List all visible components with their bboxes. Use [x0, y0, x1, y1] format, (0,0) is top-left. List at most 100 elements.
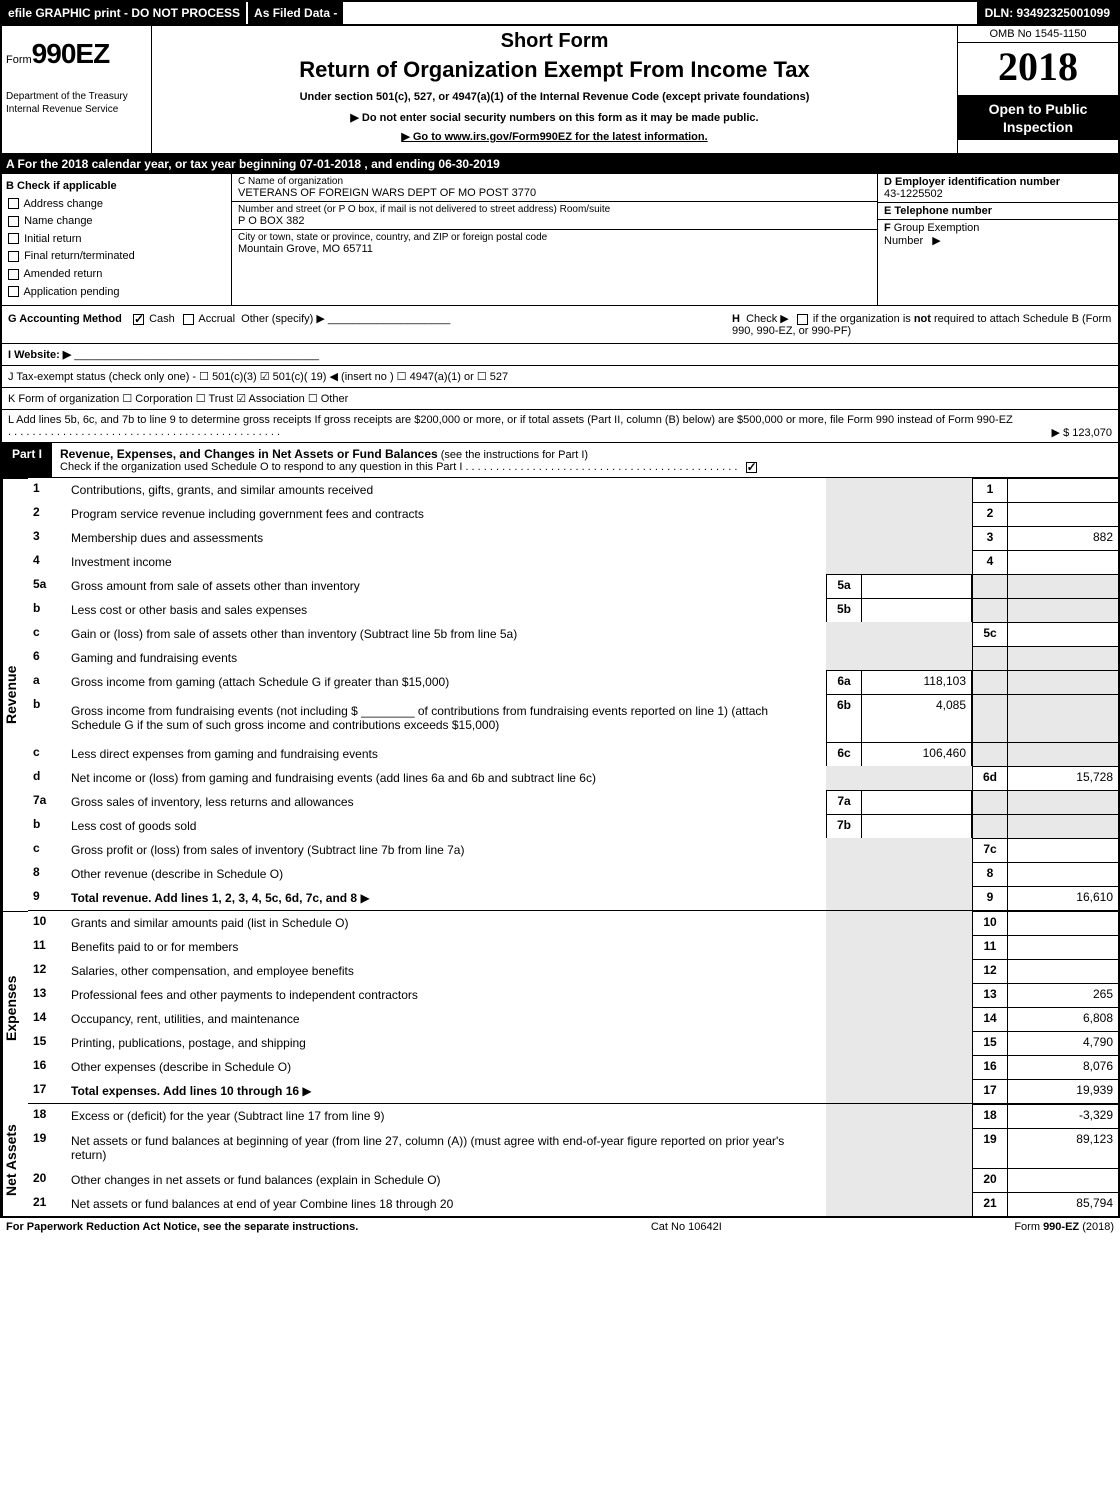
as-filed-label: As Filed Data - — [246, 2, 343, 24]
line-17: 17 Total expenses. Add lines 10 through … — [28, 1079, 1118, 1103]
line-5b: b Less cost or other basis and sales exp… — [28, 598, 1118, 622]
chk-name-change[interactable] — [8, 216, 19, 227]
line-6d-value: 15,728 — [1008, 766, 1118, 790]
dept-line1: Department of the Treasury — [6, 90, 147, 103]
line-5c: c Gain or (loss) from sale of assets oth… — [28, 622, 1118, 646]
chk-initial-return[interactable] — [8, 233, 19, 244]
dept-line2: Internal Revenue Service — [6, 103, 147, 116]
line-6c: c Less direct expenses from gaming and f… — [28, 742, 1118, 766]
phone-label: E Telephone number — [884, 205, 992, 217]
return-title: Return of Organization Exempt From Incom… — [164, 57, 945, 83]
line-13: 13 Professional fees and other payments … — [28, 983, 1118, 1007]
form-number: 990EZ — [32, 38, 110, 69]
org-street: P O BOX 382 — [238, 215, 871, 227]
under-section-text: Under section 501(c), 527, or 4947(a)(1)… — [164, 91, 945, 103]
row-j-tax-exempt: J Tax-exempt status (check only one) - ☐… — [2, 366, 1118, 388]
line-8-value — [1008, 862, 1118, 886]
line-7c: c Gross profit or (loss) from sales of i… — [28, 838, 1118, 862]
netassets-section: Net Assets 18 Excess or (deficit) for th… — [2, 1104, 1118, 1216]
h-schedule-b-check: H Check ▶ if the organization is not req… — [732, 312, 1112, 337]
chk-accrual[interactable] — [183, 314, 194, 325]
line-15: 15 Printing, publications, postage, and … — [28, 1031, 1118, 1055]
line-20: 20 Other changes in net assets or fund b… — [28, 1168, 1118, 1192]
part-1-title: Revenue, Expenses, and Changes in Net As… — [52, 443, 1118, 477]
line-8: 8 Other revenue (describe in Schedule O)… — [28, 862, 1118, 886]
line-5a: 5a Gross amount from sale of assets othe… — [28, 574, 1118, 598]
line-1-value — [1008, 478, 1118, 502]
chk-application-pending[interactable] — [8, 286, 19, 297]
chk-final-return[interactable] — [8, 251, 19, 262]
line-7b-value — [862, 814, 972, 838]
entity-info-grid: B Check if applicable Address change Nam… — [2, 174, 1118, 306]
accounting-method: G Accounting Method Cash Accrual Other (… — [8, 312, 732, 337]
line-13-value: 265 — [1008, 983, 1118, 1007]
line-7a: 7a Gross sales of inventory, less return… — [28, 790, 1118, 814]
catalog-number: Cat No 10642I — [358, 1221, 1014, 1233]
line-6b: b Gross income from fundraising events (… — [28, 694, 1118, 742]
group-exemption-label: F Group ExemptionNumber ▶ — [884, 222, 1112, 247]
line-5b-value — [862, 598, 972, 622]
line-14-value: 6,808 — [1008, 1007, 1118, 1031]
gross-receipts-amount: ▶ $ 123,070 — [1052, 426, 1112, 439]
title-cell: Short Form Return of Organization Exempt… — [152, 26, 958, 153]
line-2: 2 Program service revenue including gove… — [28, 502, 1118, 526]
line-3-value: 882 — [1008, 526, 1118, 550]
line-21: 21 Net assets or fund balances at end of… — [28, 1192, 1118, 1216]
open-to-public: Open to Public Inspection — [958, 96, 1118, 140]
row-k-org-form: K Form of organization ☐ Corporation ☐ T… — [2, 388, 1118, 410]
line-6c-value: 106,460 — [862, 742, 972, 766]
section-def: D Employer identification number 43-1225… — [878, 174, 1118, 305]
revenue-side-label: Revenue — [2, 478, 28, 911]
row-a-taxyear: A For the 2018 calendar year, or tax yea… — [2, 155, 1118, 174]
ein-label: D Employer identification number — [884, 176, 1060, 188]
expenses-side-label: Expenses — [2, 911, 28, 1104]
line-6b-value: 4,085 — [862, 694, 972, 742]
line-19: 19 Net assets or fund balances at beginn… — [28, 1128, 1118, 1168]
line-14: 14 Occupancy, rent, utilities, and maint… — [28, 1007, 1118, 1031]
top-bar: efile GRAPHIC print - DO NOT PROCESS As … — [2, 2, 1118, 26]
line-21-value: 85,794 — [1008, 1192, 1118, 1216]
org-name: VETERANS OF FOREIGN WARS DEPT OF MO POST… — [238, 187, 871, 199]
form-header: Form990EZ Department of the Treasury Int… — [2, 26, 1118, 155]
form-edition: Form 990-EZ (2018) — [1014, 1221, 1114, 1233]
form-number-cell: Form990EZ Department of the Treasury Int… — [2, 26, 152, 153]
paperwork-notice: For Paperwork Reduction Act Notice, see … — [6, 1221, 358, 1233]
org-city: Mountain Grove, MO 65711 — [238, 243, 871, 255]
c-city-label: City or town, state or province, country… — [238, 232, 871, 243]
line-12: 12 Salaries, other compensation, and emp… — [28, 959, 1118, 983]
goto-link[interactable]: ▶ Go to www.irs.gov/Form990EZ for the la… — [164, 130, 945, 143]
line-2-value — [1008, 502, 1118, 526]
ein-value: 43-1225502 — [884, 188, 1112, 200]
line-9: 9 Total revenue. Add lines 1, 2, 3, 4, 5… — [28, 886, 1118, 910]
line-3: 3 Membership dues and assessments 3 882 — [28, 526, 1118, 550]
tax-year: 2018 — [958, 43, 1118, 96]
line-7b: b Less cost of goods sold 7b — [28, 814, 1118, 838]
part-1-header: Part I Revenue, Expenses, and Changes in… — [2, 443, 1118, 478]
line-6: 6 Gaming and fundraising events — [28, 646, 1118, 670]
revenue-section: Revenue 1 Contributions, gifts, grants, … — [2, 478, 1118, 911]
chk-schedule-b[interactable] — [797, 314, 808, 325]
row-g-h: G Accounting Method Cash Accrual Other (… — [2, 306, 1118, 344]
chk-schedule-o-part1[interactable] — [746, 462, 757, 473]
line-4: 4 Investment income 4 — [28, 550, 1118, 574]
row-l-gross-receipts: L Add lines 5b, 6c, and 7b to line 9 to … — [2, 410, 1118, 443]
chk-address-change[interactable] — [8, 198, 19, 209]
line-9-value: 16,610 — [1008, 886, 1118, 910]
chk-amended-return[interactable] — [8, 269, 19, 280]
line-12-value — [1008, 959, 1118, 983]
no-ssn-warning: ▶ Do not enter social security numbers o… — [164, 111, 945, 124]
line-7c-value — [1008, 838, 1118, 862]
line-18-value: -3,329 — [1008, 1104, 1118, 1128]
section-c-nameaddr: C Name of organization VETERANS OF FOREI… — [232, 174, 878, 305]
c-name-label: C Name of organization — [238, 176, 871, 187]
line-11-value — [1008, 935, 1118, 959]
b-title: B Check if applicable — [6, 180, 117, 192]
line-10: 10 Grants and similar amounts paid (list… — [28, 911, 1118, 935]
line-17-value: 19,939 — [1008, 1079, 1118, 1103]
line-5c-value — [1008, 622, 1118, 646]
netassets-side-label: Net Assets — [2, 1104, 28, 1216]
page-footer: For Paperwork Reduction Act Notice, see … — [0, 1218, 1120, 1236]
line-6d: d Net income or (loss) from gaming and f… — [28, 766, 1118, 790]
chk-cash[interactable] — [133, 314, 144, 325]
line-11: 11 Benefits paid to or for members 11 — [28, 935, 1118, 959]
